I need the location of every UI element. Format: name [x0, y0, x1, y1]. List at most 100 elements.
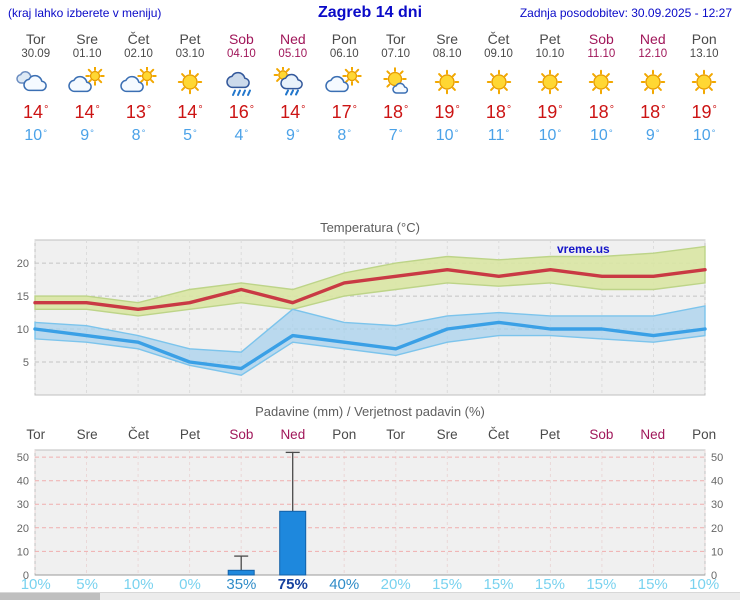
day-name: Pet: [179, 31, 201, 47]
weather-icon-rain: [226, 71, 252, 96]
precip-probability: 15%: [432, 576, 463, 593]
weather-icon-sunny: [434, 69, 460, 95]
precip-day-label: Pon: [692, 427, 717, 442]
day-icon-slot: [10, 66, 61, 98]
high-temperature: 19°: [537, 102, 563, 122]
svg-text:20: 20: [17, 258, 29, 270]
day-icon-slot: [319, 66, 370, 98]
day-name: Sob: [588, 31, 614, 47]
day-date: 10.10: [535, 48, 565, 60]
low-temperature: 10°: [692, 127, 716, 144]
day-date: 08.10: [432, 48, 462, 60]
weather-icon-sunny: [537, 69, 563, 95]
day-date: 03.10: [175, 48, 205, 60]
day-name: Pon: [331, 31, 357, 47]
svg-text:0: 0: [23, 570, 29, 582]
day-column: Tor 07.10 18° 7°: [370, 31, 421, 145]
day-column: Sre 01.10 14° 9°: [61, 31, 112, 145]
svg-text:40: 40: [17, 476, 29, 488]
svg-text:50: 50: [711, 452, 723, 464]
precip-day-label: Sre: [436, 427, 458, 442]
day-column: Pet 03.10 14° 5°: [164, 31, 215, 145]
low-temperature: 9°: [645, 127, 660, 144]
high-temperature: 17°: [331, 102, 357, 122]
day-column: Pet 10.10 19° 10°: [524, 31, 575, 145]
day-icon-slot: [370, 66, 421, 98]
day-name: Ned: [279, 31, 306, 47]
day-column: Pon 06.10 17° 8°: [319, 31, 370, 145]
day-date: 01.10: [72, 48, 102, 60]
low-temperature: 7°: [388, 127, 403, 144]
day-name: Pon: [691, 31, 717, 47]
precipitation-day-labels: Tor Sre Čet Pet Sob Ned Pon Tor Sre Čet Pet Sob Ned P…: [10, 427, 730, 442]
high-temperature: 14°: [280, 102, 306, 122]
weather-icon-sun-rain: [273, 67, 303, 96]
temperature-chart-title: Temperatura (°C): [320, 220, 420, 235]
svg-text:10: 10: [17, 546, 29, 558]
svg-text:0: 0: [711, 570, 717, 582]
low-temperature: 8°: [337, 127, 352, 144]
high-temperature: 18°: [588, 102, 615, 122]
day-date: 11.10: [587, 48, 616, 60]
day-name: Čet: [487, 31, 510, 47]
day-icon-slot: [473, 66, 524, 98]
weather-icon-sunny: [486, 69, 511, 95]
low-temperature: 10°: [590, 127, 613, 144]
precip-day-label: Tor: [386, 427, 406, 442]
precipitation-chart: 0 0 10 10 20 20 30 30 40 40 50 50: [0, 446, 740, 582]
day-icon-slot: [421, 66, 472, 98]
precip-day-label: Sre: [76, 427, 98, 442]
day-icon-slot: [267, 66, 318, 98]
day-column: Ned 12.10 18° 9°: [627, 31, 678, 145]
weather-icon-cloudy: [15, 71, 47, 92]
high-temperature: 18°: [485, 102, 512, 122]
day-icon-slot: [216, 66, 267, 98]
precip-probability: 35%: [226, 576, 257, 593]
high-temperature: 14°: [177, 102, 203, 122]
day-date: 06.10: [329, 48, 359, 60]
precip-day-label: Pet: [179, 427, 201, 442]
precip-probability: 15%: [637, 576, 668, 593]
day-icon-slot: [113, 66, 164, 98]
day-name: Tor: [25, 31, 46, 47]
low-temperature: 4°: [234, 127, 249, 144]
precipitation-probability-strip: 10% 5% 10% 0% 35% 75% 40% 20% 15% 15% 15% 15% 15% 10%: [10, 576, 730, 593]
high-temperature: 14°: [23, 102, 49, 122]
precip-day-label: Tor: [26, 427, 46, 442]
scrollbar-thumb[interactable]: [0, 593, 100, 600]
high-temperature: 14°: [74, 102, 100, 122]
precip-probability: 10%: [123, 576, 154, 593]
horizontal-scrollbar[interactable]: [0, 592, 740, 600]
day-date: 30.09: [21, 48, 51, 60]
precip-probability: 10%: [689, 576, 720, 593]
svg-text:10: 10: [711, 546, 723, 558]
day-name: Tor: [385, 31, 406, 47]
weather-icon-sunny: [589, 69, 614, 95]
precip-day-label: Čet: [488, 427, 510, 442]
day-name: Čet: [127, 31, 150, 47]
weather-icon-partly-cloudy: [68, 67, 105, 93]
day-column: Sre 08.10 19° 10°: [421, 31, 472, 145]
day-name: Ned: [639, 31, 666, 47]
weather-icon-sunny: [691, 69, 717, 95]
precip-probability: 15%: [586, 576, 617, 593]
precipitation-chart-title: Padavine (mm) / Verjetnost padavin (%): [255, 404, 485, 419]
high-temperature: 19°: [434, 102, 460, 122]
day-name: Pet: [539, 31, 561, 47]
precip-day-label: Pet: [539, 427, 561, 442]
low-temperature: 10°: [24, 127, 48, 144]
last-update-timestamp: Zadnja posodobitev: 30.09.2025 - 12:27: [519, 6, 732, 20]
day-name: Sob: [228, 31, 254, 47]
page-title: Zagreb 14 dni: [317, 4, 423, 21]
precip-probability: 10%: [20, 576, 51, 593]
weather-icon-sunny: [640, 69, 665, 95]
day-date: 02.10: [124, 48, 153, 60]
day-icon-slot: [627, 66, 678, 98]
weather-icon-partly-cloudy: [119, 67, 157, 93]
svg-text:5: 5: [23, 357, 29, 369]
precip-probability: 75%: [277, 576, 308, 593]
precip-probability: 15%: [534, 576, 565, 593]
day-icon-slot: [61, 66, 112, 98]
day-date: 04.10: [227, 48, 256, 60]
day-icon-slot: [524, 66, 575, 98]
